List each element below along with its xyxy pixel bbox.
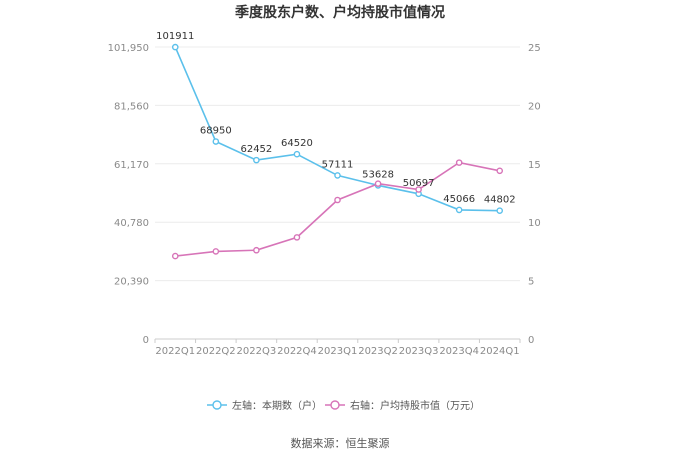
data-point: [253, 246, 260, 254]
grid-lines: [155, 46, 520, 340]
data-point: [293, 234, 301, 241]
x-axis-tick-label: 2023Q3: [399, 346, 439, 357]
data-point: [496, 207, 504, 214]
chart-title: 季度股东户数、户均持股市值情况: [234, 4, 445, 21]
data-point: [334, 196, 341, 204]
legend-label: 右轴：户均持股市值（万元）: [350, 399, 480, 412]
data-point: [253, 156, 260, 164]
x-axis-tick-label: 2022Q2: [196, 346, 236, 357]
axes: 0 20,390 40,780 61,170 81,560 101,950 0 5 10 15 20…: [108, 43, 541, 357]
right-axis-tick-label: 0: [528, 335, 534, 346]
data-label: 62452: [240, 144, 272, 155]
data-label: 44802: [484, 195, 516, 206]
left-axis-tick-label: 40,780: [114, 218, 149, 229]
right-axis-tick-label: 5: [528, 277, 534, 288]
data-point: [455, 206, 463, 214]
data-label: 45066: [443, 194, 475, 205]
right-axis-tick-label: 20: [528, 101, 541, 112]
data-point: [212, 248, 220, 255]
x-axis-tick-label: 2022Q3: [237, 346, 277, 357]
data-label: 68950: [200, 126, 232, 137]
legend-item-1[interactable]: 左轴：本期数（户）: [207, 399, 322, 412]
x-axis-tick-label: 2023Q4: [439, 346, 479, 357]
data-label: 57111: [322, 159, 354, 170]
data-point: [496, 167, 504, 175]
data-label: 64520: [281, 138, 313, 149]
right-axis-tick-label: 10: [528, 218, 541, 229]
data-labels: 101911 68950 62452 64520 57111 53628 50697 4506…: [156, 31, 515, 206]
data-point: [415, 186, 422, 193]
data-label: 101911: [156, 31, 194, 42]
series: [171, 43, 504, 260]
x-axis-tick-label: 2022Q4: [277, 346, 317, 357]
legend-item-2[interactable]: 右轴：户均持股市值（万元）: [325, 399, 480, 412]
legend-swatch-marker: [330, 400, 340, 410]
data-point: [334, 172, 341, 179]
left-axis-tick-label: 81,560: [114, 101, 149, 112]
left-axis-tick-label: 0: [143, 335, 149, 346]
data-label: 50697: [403, 178, 435, 189]
legend-swatch-marker: [212, 400, 222, 410]
right-axis-tick-label: 15: [528, 160, 541, 171]
data-point: [212, 138, 220, 145]
left-axis-tick-label: 20,390: [114, 277, 149, 288]
legend[interactable]: 左轴：本期数（户） 右轴：户均持股市值（万元）: [207, 399, 480, 412]
x-axis-tick-label: 2022Q1: [155, 346, 195, 357]
left-axis-tick-label: 101,950: [108, 43, 149, 54]
x-axis-tick-label: 2023Q2: [358, 346, 398, 357]
data-label: 53628: [362, 169, 394, 180]
x-axis-tick-label: 2023Q1: [318, 346, 358, 357]
left-axis-tick-label: 61,170: [114, 160, 149, 171]
data-point: [455, 159, 463, 166]
legend-label: 左轴：本期数（户）: [232, 399, 322, 412]
data-point: [171, 252, 179, 260]
data-point: [171, 43, 179, 51]
data-point: [374, 180, 382, 187]
source-note: 数据来源：恒生聚源: [291, 436, 390, 450]
data-point: [293, 150, 301, 158]
x-axis-tick-label: 2024Q1: [480, 346, 520, 357]
right-axis-tick-label: 25: [528, 43, 541, 54]
